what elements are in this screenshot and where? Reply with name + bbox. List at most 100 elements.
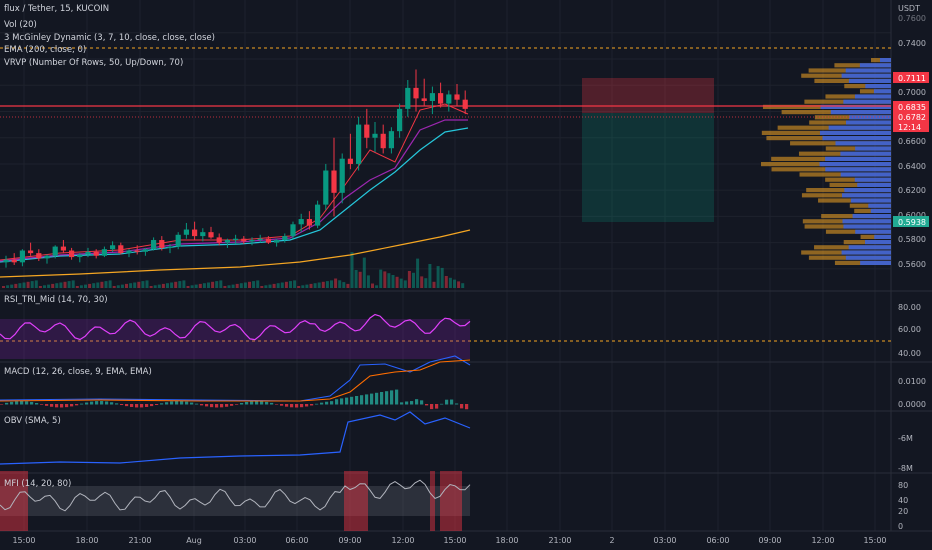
candle-body [11, 259, 17, 263]
legend-volume: Vol (20) [4, 20, 37, 30]
candle-body [110, 245, 116, 250]
candle-body [126, 250, 132, 254]
mfi-tick: 40 [898, 496, 908, 505]
candle-body [380, 133, 386, 149]
time-tick: 09:00 [338, 536, 361, 545]
candle-body [159, 240, 165, 248]
candle-body [397, 108, 403, 132]
macd-pane [0, 355, 471, 410]
stop-loss-zone [582, 78, 714, 113]
candle-body [101, 249, 107, 256]
candle-body [372, 133, 378, 138]
price-tick: 0.5800 [898, 235, 926, 244]
mfi-pane [0, 471, 471, 531]
candle-body [446, 94, 452, 104]
candle-body [315, 204, 321, 226]
time-tick: Aug [186, 536, 202, 545]
price-tick: 0.6400 [898, 162, 926, 171]
long-position-tool[interactable] [582, 78, 714, 222]
candlestick-series [3, 69, 468, 268]
rsi-tick: 80.00 [898, 303, 921, 312]
candle-body [282, 236, 288, 241]
candle-body [52, 246, 58, 256]
time-tick: 21:00 [548, 536, 571, 545]
price-axis[interactable]: USDT 0.7600 0.7400 0.7000 0.6600 0.6400 … [893, 4, 929, 531]
time-tick: 06:00 [706, 536, 729, 545]
mfi-tick: 80 [898, 481, 908, 490]
rsi-tick: 40.00 [898, 349, 921, 358]
time-tick: 03:00 [653, 536, 676, 545]
price-tag: 0.7111 [898, 74, 926, 83]
candle-body [331, 170, 337, 193]
price-tick-top: 0.7600 [898, 14, 926, 23]
mfi-tick: 20 [898, 507, 908, 516]
candle-body [413, 87, 419, 99]
mcginley-line-slow [0, 127, 469, 263]
obv-title: OBV (SMA, 5) [4, 416, 61, 426]
candle-body [19, 250, 25, 263]
candle-body [462, 99, 468, 109]
rsi-tick: 60.00 [898, 325, 921, 334]
candle-body [249, 240, 255, 242]
time-axis[interactable]: 15:00 18:00 21:00 Aug 03:00 06:00 09:00 … [12, 536, 886, 545]
candle-body [429, 93, 435, 101]
last-price: 0.6782 [898, 113, 926, 122]
candle-body [347, 158, 353, 164]
candle-body [265, 238, 271, 243]
time-tick: 15:00 [863, 536, 886, 545]
candle-body [454, 94, 460, 100]
grid-lines [0, 0, 891, 531]
obv-tick: -8M [898, 464, 913, 473]
obv-tick: -6M [898, 434, 913, 443]
bar-countdown: 12:14 [898, 123, 921, 132]
candle-body [44, 255, 50, 259]
candle-body [77, 254, 83, 258]
candle-body [134, 250, 140, 252]
price-levels [0, 47, 891, 342]
candle-body [241, 238, 247, 242]
candle-body [274, 240, 280, 243]
time-tick: 03:00 [233, 536, 256, 545]
candle-body [142, 249, 148, 252]
candle-body [257, 238, 263, 241]
candle-body [183, 229, 189, 235]
take-profit-zone [582, 113, 714, 222]
macd-tick: 0.0100 [898, 377, 926, 386]
mfi-tick: 0 [898, 522, 903, 531]
candle-body [208, 232, 214, 238]
candle-body [118, 245, 124, 254]
rsi-pane [0, 313, 471, 359]
last-price-tag-box [893, 112, 929, 132]
legend-ema: EMA (200, close, 0) [4, 45, 86, 55]
candle-body [233, 238, 239, 241]
time-tick: 15:00 [12, 536, 35, 545]
time-tick: 12:00 [811, 536, 834, 545]
candle-body [438, 93, 444, 104]
candle-body [60, 246, 66, 251]
price-tag-box [893, 216, 929, 227]
price-tick: 0.6200 [898, 186, 926, 195]
candle-body [85, 251, 91, 255]
candle-body [290, 224, 296, 237]
price-tick: 0.7000 [898, 88, 926, 97]
time-tick: 18:00 [495, 536, 518, 545]
time-tick: 12:00 [391, 536, 414, 545]
candle-body [339, 158, 345, 193]
candle-body [151, 240, 157, 250]
time-tick: 09:00 [758, 536, 781, 545]
time-tick: 18:00 [75, 536, 98, 545]
mfi-title: MFI (14, 20, 80) [4, 479, 71, 489]
time-tick: 06:00 [285, 536, 308, 545]
candle-body [364, 124, 370, 138]
price-tick: 0.6600 [898, 137, 926, 146]
legend: flux / Tether, 15, KUCOIN Vol (20) 3 McG… [4, 4, 215, 489]
candle-body [167, 246, 173, 248]
price-tick: 0.7400 [898, 39, 926, 48]
time-tick: 21:00 [128, 536, 151, 545]
candle-body [224, 240, 230, 243]
price-tag-box [893, 101, 929, 112]
volume-bars [2, 252, 465, 288]
currency-label: USDT [898, 4, 920, 13]
candle-body [298, 219, 304, 225]
